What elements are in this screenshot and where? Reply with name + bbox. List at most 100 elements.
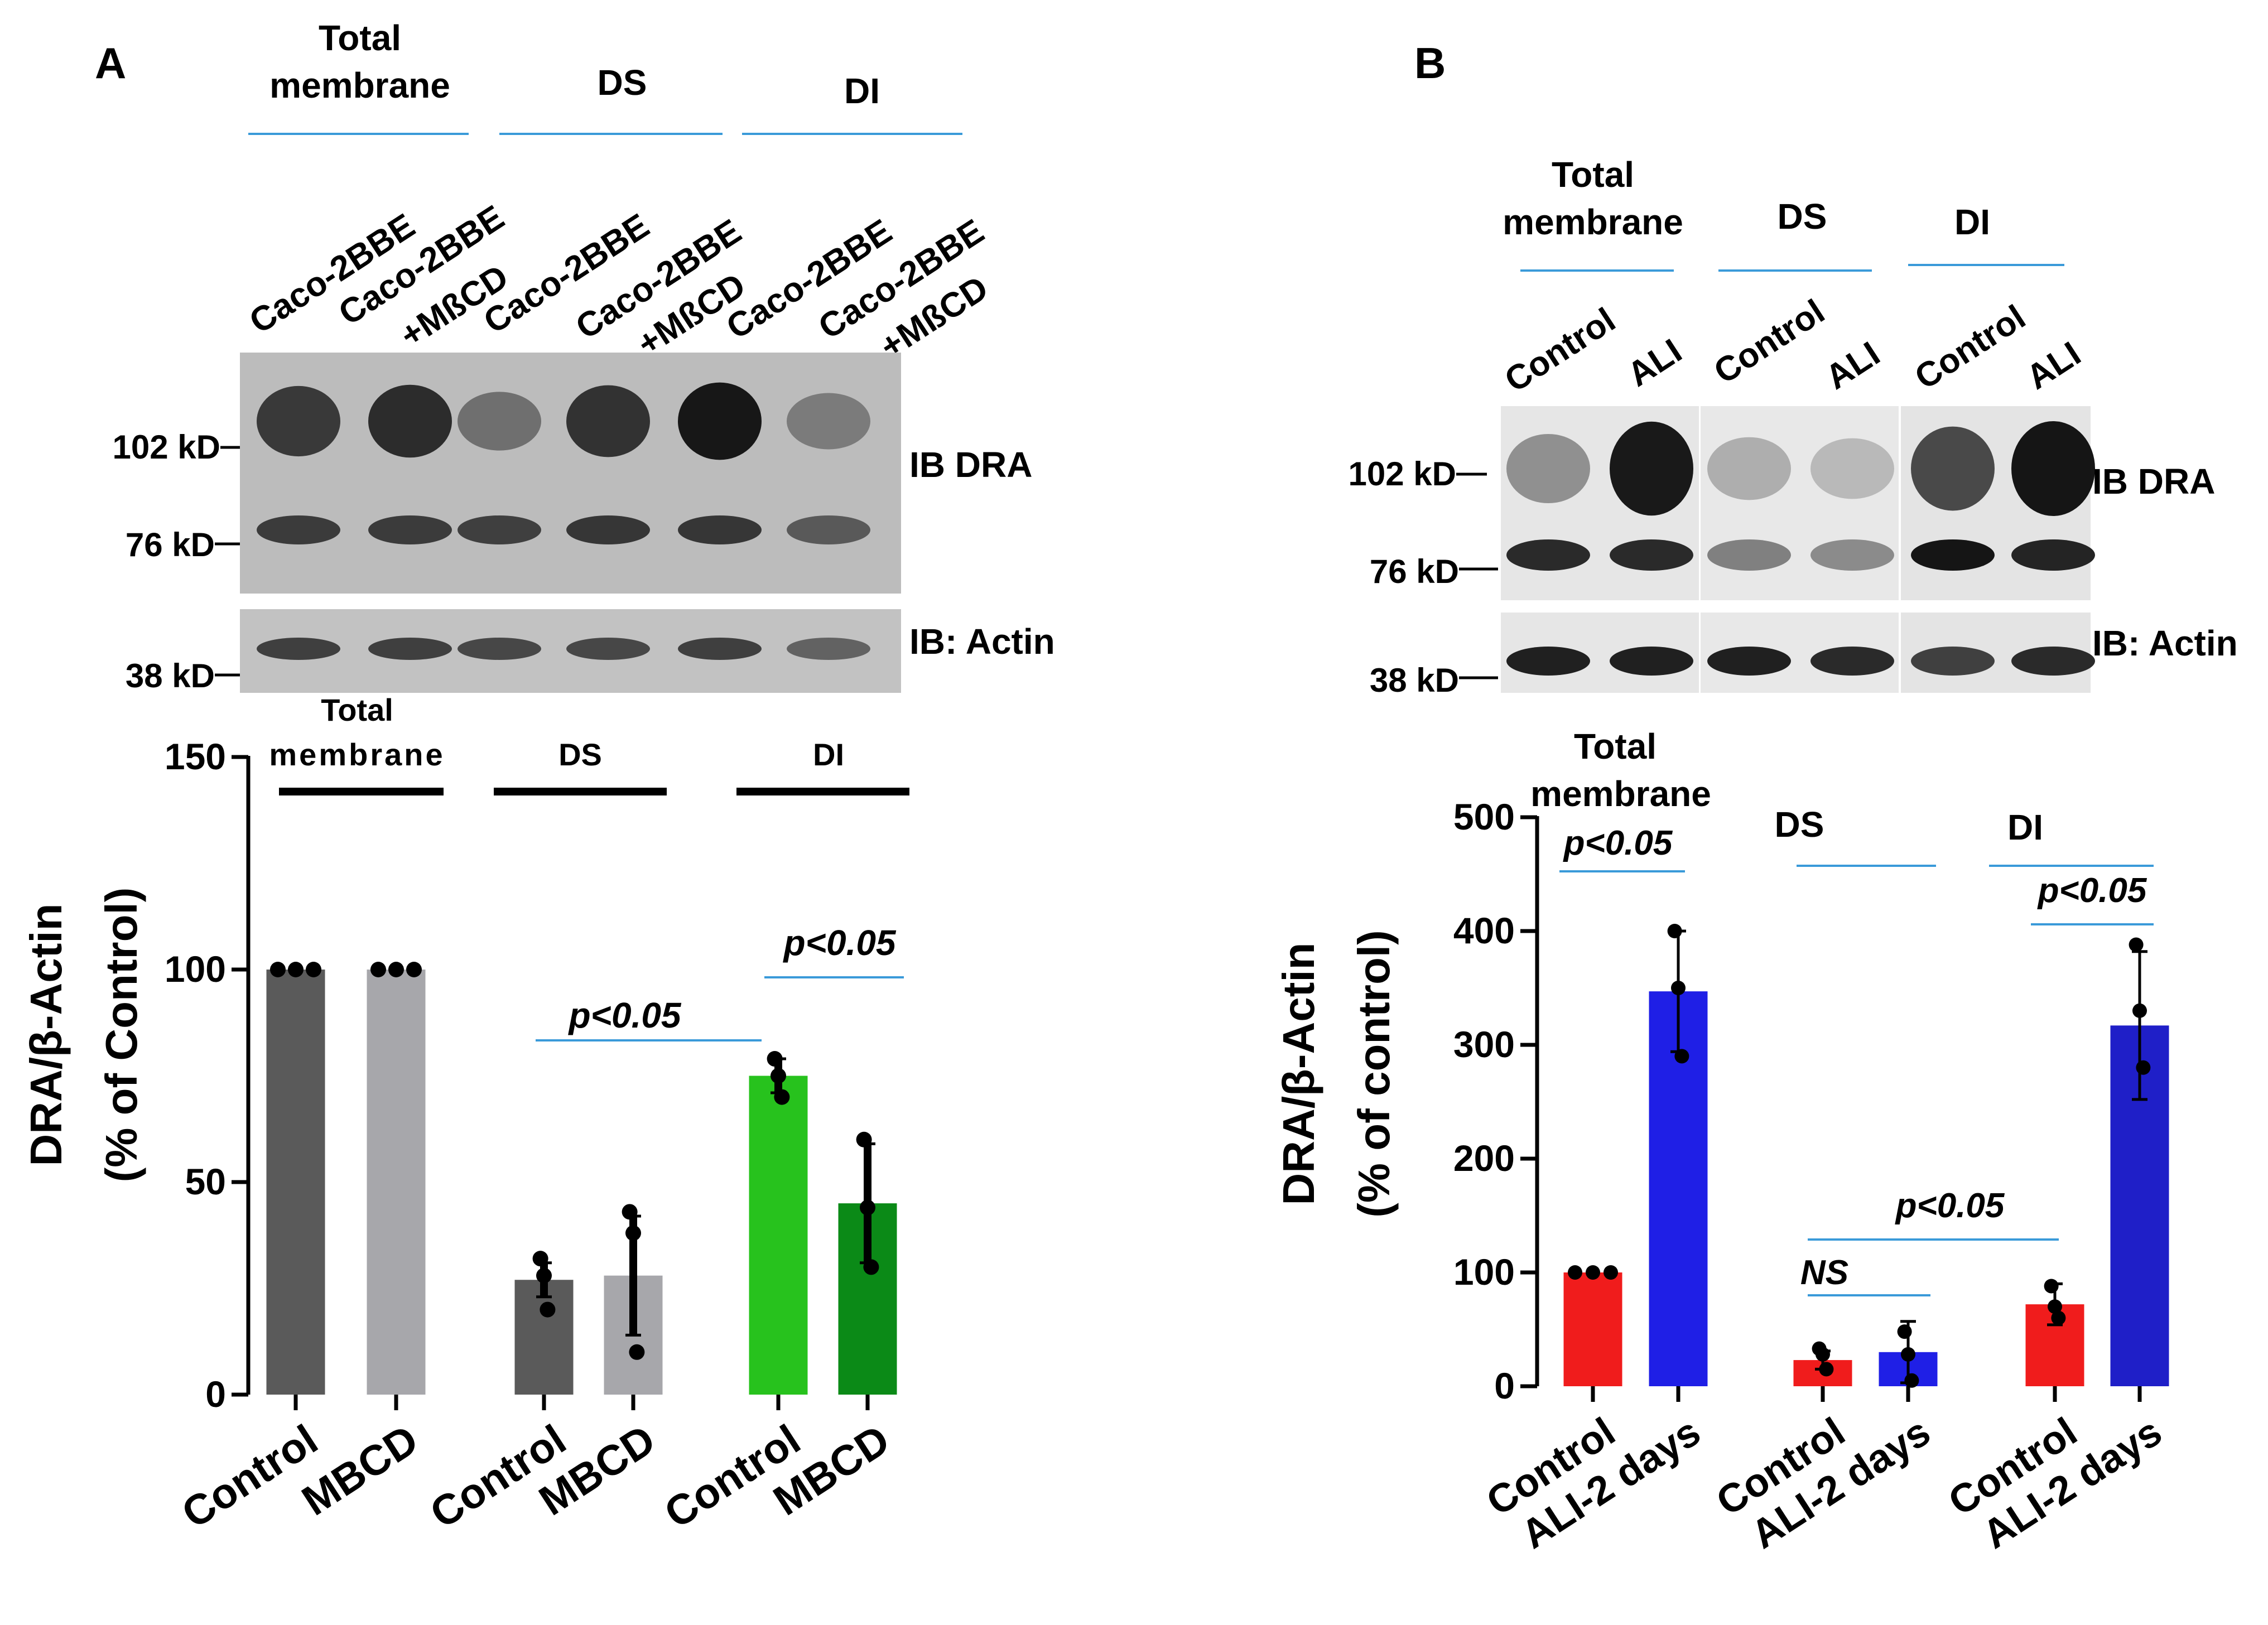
b-lane-label-4: ALI xyxy=(1819,334,1886,397)
b-blot-group-total: Total xyxy=(1552,155,1634,195)
a-blot-group-ds: DS xyxy=(598,62,647,103)
a-bar-2 xyxy=(367,970,426,1395)
a-data-point xyxy=(629,1344,645,1360)
a-x-label-1: Control xyxy=(174,1416,326,1537)
b-data-point xyxy=(2044,1279,2059,1294)
b-data-point xyxy=(2132,1003,2147,1018)
a-ib-actin-label: IB: Actin xyxy=(909,621,1055,662)
a-blot-group-membrane: membrane xyxy=(269,65,450,105)
a-data-point xyxy=(388,962,404,977)
a-blot-dra-membrane xyxy=(240,353,901,594)
a-mw-38: 38 kD xyxy=(126,657,215,695)
a-data-point xyxy=(532,1251,548,1267)
b-dra-lower-band-4 xyxy=(1810,539,1894,571)
a-dra-lower-band-6 xyxy=(787,515,870,544)
a-data-point xyxy=(771,1068,786,1084)
b-dra-upper-band-5 xyxy=(1911,426,1995,511)
b-mw-38: 38 kD xyxy=(1370,662,1459,699)
a-annotation-1: p<0.05 xyxy=(567,995,681,1035)
b-actin-band-4 xyxy=(1810,647,1894,676)
b-data-point xyxy=(1819,1362,1834,1377)
b-dra-lower-band-5 xyxy=(1911,539,1995,571)
b-data-point xyxy=(2129,937,2144,952)
a-blot-group-total: Total xyxy=(319,18,401,58)
a-dra-upper-band-2 xyxy=(368,384,452,458)
a-y-tick-label: 50 xyxy=(185,1161,226,1202)
a-data-point xyxy=(288,962,304,977)
a-data-point xyxy=(536,1267,552,1284)
a-bar-1 xyxy=(266,970,325,1395)
b-data-point xyxy=(1671,981,1686,995)
b-actin-band-6 xyxy=(2011,647,2095,676)
b-ylabel-2: (% of control) xyxy=(1349,930,1399,1217)
a-dra-lower-band-1 xyxy=(257,515,340,544)
b-lane-label-3: Control xyxy=(1707,292,1831,392)
b-data-point xyxy=(1674,1049,1689,1064)
a-chart-group-bar-ds xyxy=(494,788,667,795)
b-data-point xyxy=(1901,1347,1915,1362)
a-dra-upper-band-5 xyxy=(678,382,762,460)
a-data-point xyxy=(622,1204,638,1220)
b-mw-76: 76 kD xyxy=(1370,553,1459,590)
a-x-label-2: MBCD xyxy=(294,1416,426,1525)
b-dra-upper-band-4 xyxy=(1810,438,1894,499)
b-chart-group-total: Total xyxy=(1574,726,1657,766)
a-dra-upper-band-1 xyxy=(257,385,340,457)
b-actin-band-3 xyxy=(1707,647,1791,676)
b-ib-actin-label: IB: Actin xyxy=(2092,623,2238,663)
a-dra-upper-band-4 xyxy=(566,385,650,457)
b-blot-group-ds: DS xyxy=(1778,196,1827,237)
a-data-point xyxy=(863,1259,879,1275)
b-data-point xyxy=(1904,1373,1919,1388)
chart-a: 050100150ControlMBCDControlMBCDControlMB… xyxy=(165,736,898,1537)
a-bar-3 xyxy=(514,1280,574,1395)
a-data-point xyxy=(860,1199,875,1216)
a-actin-band-1 xyxy=(257,638,340,660)
a-chart-group-bar-di xyxy=(736,788,909,795)
b-data-point xyxy=(1816,1347,1830,1362)
b-data-point xyxy=(1667,924,1682,938)
a-chart-group-membrane: membrane xyxy=(269,737,445,772)
a-data-point xyxy=(540,1301,556,1318)
panel-b-letter: B xyxy=(1414,38,1446,88)
a-data-point xyxy=(270,962,286,977)
b-y-tick-label: 500 xyxy=(1453,796,1515,837)
a-ylabel-2: (% of Control) xyxy=(97,888,146,1183)
b-blot-dra-membrane-2 xyxy=(1701,406,1899,600)
a-y-tick-label: 150 xyxy=(165,736,226,777)
b-chart-group-membrane: membrane xyxy=(1530,774,1711,814)
a-blot-group-di: DI xyxy=(844,71,880,111)
b-y-tick-label: 300 xyxy=(1453,1024,1515,1065)
a-y-tick-label: 0 xyxy=(205,1373,226,1415)
b-data-point xyxy=(1586,1265,1600,1280)
b-ib-dra-label: IB DRA xyxy=(2092,461,2215,502)
a-dra-lower-band-2 xyxy=(368,515,452,544)
b-blot-group-di: DI xyxy=(1954,202,1990,242)
b-dra-upper-band-3 xyxy=(1707,437,1791,500)
b-lane-label-1: Control xyxy=(1498,301,1622,400)
b-dra-lower-band-3 xyxy=(1707,539,1791,571)
b-dra-lower-band-2 xyxy=(1610,539,1693,571)
a-data-point xyxy=(767,1051,783,1067)
a-data-point xyxy=(856,1131,872,1147)
a-actin-band-4 xyxy=(566,638,650,660)
b-dra-lower-band-6 xyxy=(2011,539,2095,571)
b-actin-band-5 xyxy=(1911,647,1995,676)
a-bar-5 xyxy=(749,1076,808,1395)
a-chart-group-di: DI xyxy=(813,737,844,772)
a-data-point xyxy=(370,962,386,977)
b-annotation-4: p<0.05 xyxy=(2037,871,2147,910)
b-dra-upper-band-2 xyxy=(1610,421,1693,516)
b-actin-band-1 xyxy=(1506,647,1590,676)
b-chart-group-ds: DS xyxy=(1775,804,1824,845)
a-annotation-2: p<0.05 xyxy=(782,923,896,963)
a-mw-76: 76 kD xyxy=(126,526,215,563)
b-dra-upper-band-6 xyxy=(2011,421,2095,516)
b-annotation-3: p<0.05 xyxy=(1895,1187,2005,1225)
b-actin-band-2 xyxy=(1610,647,1693,676)
a-dra-upper-band-3 xyxy=(458,392,541,451)
b-annotation-2: NS xyxy=(1800,1253,1848,1292)
b-bar-1 xyxy=(1563,1272,1622,1386)
b-y-tick-label: 100 xyxy=(1453,1251,1515,1293)
a-ib-dra-label: IB DRA xyxy=(909,445,1032,485)
